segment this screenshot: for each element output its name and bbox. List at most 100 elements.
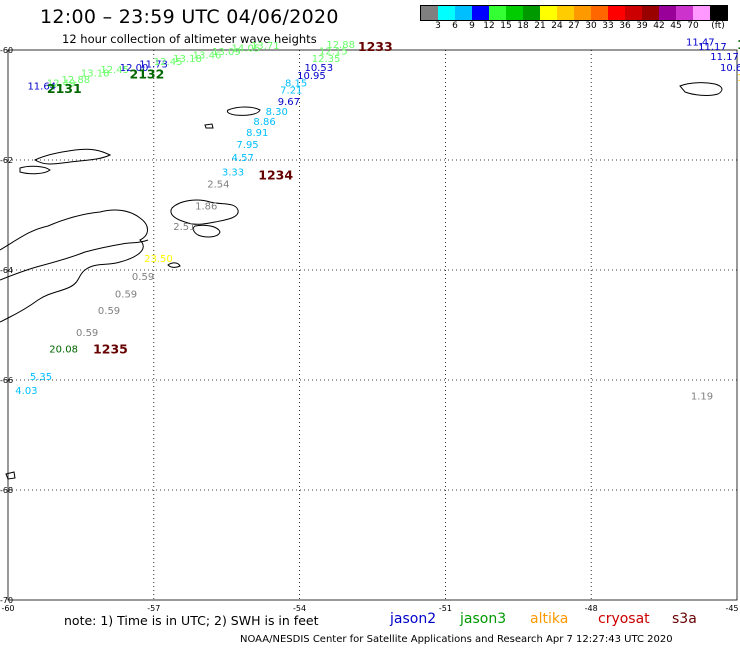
colorbar-tick-label: 18 (517, 21, 529, 31)
wave-height-observations: 11.6412.4912.8813.1812.4512.0011.7312.45… (15, 38, 740, 403)
colorbar-tick-label: 39 (636, 21, 648, 31)
coastline-small-island-a (192, 224, 221, 238)
wave-height-label: 11.73 (139, 60, 168, 71)
colorbar-tick-label: 36 (619, 21, 631, 31)
wave-height-label: 0.59 (132, 272, 154, 283)
wave-height-label: 19.86 (737, 73, 740, 84)
wave-height-label: 13.18 (81, 68, 110, 79)
wave-height-label: 2.51 (173, 222, 195, 233)
coastline-antarctic-peninsula (0, 209, 148, 323)
coastline-south-shetland (33, 148, 112, 165)
footnote: note: 1) Time is in UTC; 2) SWH is in fe… (64, 613, 319, 628)
map-frame (7, 49, 738, 601)
wave-height-label: 13.09 (212, 47, 241, 58)
axis-labels: -60 -57 -54 -51 -48 -45 -60 -62 -64 -66 -68 -70 (0, 46, 739, 613)
colorbar-swatch (421, 6, 438, 20)
colorbar-tick-label: 42 (653, 21, 665, 31)
colorbar-swatch (540, 6, 557, 20)
colorbar-swatch (506, 6, 523, 20)
wave-height-label: 0.59 (76, 328, 98, 339)
wave-height-label: 1.19 (691, 391, 713, 402)
wave-height-label: 10.65 (720, 63, 740, 74)
wave-height-colorbar (420, 5, 728, 21)
wave-height-label: 12.88 (326, 40, 355, 51)
colorbar-swatch (574, 6, 591, 20)
coastline-small-islet-c (5, 471, 16, 480)
colorbar-swatch (693, 6, 710, 20)
pass-time-label: 1233 (358, 39, 393, 54)
colorbar-swatch (591, 6, 608, 20)
colorbar-tick-label: 70 (687, 21, 699, 31)
colorbar-swatch (625, 6, 642, 20)
colorbar-tick-label: 9 (469, 21, 475, 31)
colorbar-tick-label: 45 (670, 21, 682, 31)
satellite-legend-cryosat: cryosat (598, 611, 650, 627)
wave-height-label: 12.35 (312, 54, 341, 65)
satellite-legend-jason3: jason3 (460, 611, 507, 627)
wave-height-label: 12.00 (120, 63, 149, 74)
coastline-south-orkney (679, 82, 723, 96)
colorbar-tick-label: 30 (585, 21, 597, 31)
lon-tick-label: -57 (147, 604, 160, 613)
colorbar-swatch (438, 6, 455, 20)
colorbar-swatch (608, 6, 625, 20)
wave-height-label: 3.33 (222, 167, 244, 178)
wave-height-label: 20.08 (49, 345, 78, 356)
pass-time-labels: 21312132123312341235154319. (47, 37, 740, 357)
colorbar-swatch (472, 6, 489, 20)
pass-time-label: 1543 (737, 37, 740, 52)
lon-tick-label: -45 (725, 604, 738, 613)
colorbar-swatch (523, 6, 540, 20)
wave-height-label: 5.35 (30, 372, 52, 383)
pass-time-label: 1234 (258, 167, 293, 182)
wave-height-label: 11.17 (710, 52, 739, 63)
wave-height-label: 12.15 (319, 46, 348, 57)
wave-height-label: 13.18 (173, 54, 202, 65)
satellite-legend-s3a: s3a (672, 611, 697, 627)
wave-height-label: 10.95 (297, 71, 326, 82)
wave-height-label: 2.54 (207, 180, 229, 191)
coastline-james-ross-island (170, 199, 239, 225)
colorbar-swatch (642, 6, 659, 20)
lon-tick-label: -54 (293, 604, 306, 613)
satellite-legend-altika: altika (530, 611, 569, 627)
lat-tick-label: -68 (0, 486, 13, 495)
wave-height-label: 0.59 (115, 290, 137, 301)
wave-height-label: 7.21 (280, 85, 302, 96)
wave-height-label: 11.17 (698, 42, 727, 53)
wave-height-label: 8.91 (246, 128, 268, 139)
coastline-elephant-island (226, 106, 261, 116)
wave-height-label: 12.45 (154, 57, 183, 68)
colorbar-tick-label: 33 (602, 21, 614, 31)
coastline-small-islet-b (204, 123, 214, 129)
colorbar-swatch (557, 6, 574, 20)
credit-line: NOAA/NESDIS Center for Satellite Applica… (240, 634, 673, 645)
lat-tick-label: -66 (0, 376, 13, 385)
colorbar-swatch (489, 6, 506, 20)
coastline-small-islet-d (167, 262, 181, 268)
pass-time-label: 1235 (93, 342, 128, 357)
map-subtitle: 12 hour collection of altimeter wave hei… (62, 32, 317, 46)
lat-tick-label: -60 (0, 46, 13, 55)
wave-height-label: 8.86 (253, 117, 275, 128)
wave-height-label: 11.47 (686, 38, 715, 49)
map-title: 12:00 – 23:59 UTC 04/06/2020 (40, 6, 339, 28)
wave-height-label: 4.03 (15, 386, 37, 397)
wave-height-label: 7.95 (236, 140, 258, 151)
wave-height-label: 14.05 (232, 44, 261, 55)
wave-height-label: 1.86 (195, 202, 217, 213)
wave-height-label: 4.57 (232, 153, 254, 164)
colorbar-tick-label: 24 (551, 21, 563, 31)
colorbar-unit: (ft) (711, 21, 725, 31)
lon-tick-label: -48 (585, 604, 598, 613)
pass-time-label: 2132 (130, 67, 165, 82)
coastline-king-george (19, 165, 51, 175)
graticule (7, 49, 738, 601)
lon-tick-label: -60 (1, 604, 14, 613)
wave-height-label: 9.67 (278, 97, 300, 108)
wave-height-label: 0.59 (98, 306, 120, 317)
colorbar-swatch (676, 6, 693, 20)
colorbar-tick-label: 27 (568, 21, 580, 31)
wave-height-label: 13.46 (193, 50, 222, 61)
